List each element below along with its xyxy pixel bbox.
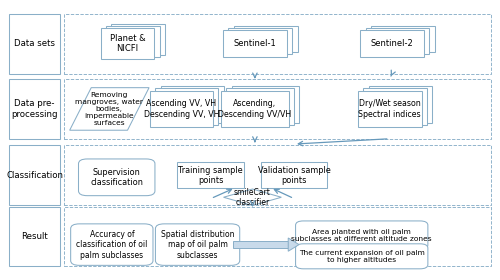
- FancyBboxPatch shape: [358, 91, 422, 127]
- Text: Sentinel-1: Sentinel-1: [234, 39, 276, 48]
- Text: Data sets: Data sets: [14, 39, 55, 48]
- FancyBboxPatch shape: [226, 88, 294, 125]
- FancyBboxPatch shape: [70, 224, 153, 265]
- Text: Dry/Wet season
Spectral indices: Dry/Wet season Spectral indices: [358, 99, 421, 119]
- Text: Removing
mangroves, water
bodies,
impermeable
surfaces: Removing mangroves, water bodies, imperm…: [76, 92, 144, 126]
- FancyBboxPatch shape: [64, 207, 491, 267]
- Text: Planet &
NICFI: Planet & NICFI: [110, 34, 146, 53]
- FancyBboxPatch shape: [112, 24, 165, 55]
- Polygon shape: [70, 88, 149, 130]
- Polygon shape: [224, 189, 282, 206]
- Text: Supervision
classification: Supervision classification: [90, 168, 143, 187]
- FancyBboxPatch shape: [156, 88, 218, 125]
- FancyBboxPatch shape: [360, 31, 424, 57]
- Polygon shape: [288, 238, 299, 251]
- FancyBboxPatch shape: [232, 86, 300, 123]
- Text: Spatial distribution
map of oil palm
subclasses: Spatial distribution map of oil palm sub…: [161, 230, 234, 260]
- FancyBboxPatch shape: [221, 91, 288, 127]
- FancyBboxPatch shape: [363, 88, 427, 125]
- Text: Result: Result: [22, 232, 48, 241]
- FancyBboxPatch shape: [366, 28, 430, 54]
- Text: Accuracy of
classification of oil
palm subclasses: Accuracy of classification of oil palm s…: [76, 230, 148, 260]
- FancyBboxPatch shape: [9, 14, 60, 74]
- FancyBboxPatch shape: [368, 86, 432, 123]
- FancyBboxPatch shape: [228, 28, 292, 54]
- Polygon shape: [233, 241, 288, 248]
- FancyBboxPatch shape: [296, 221, 428, 249]
- FancyBboxPatch shape: [156, 224, 240, 265]
- FancyBboxPatch shape: [9, 145, 60, 205]
- Text: Validation sample
points: Validation sample points: [258, 166, 330, 185]
- Text: Classification: Classification: [6, 171, 63, 180]
- Text: Ascending,
Descending VV/VH: Ascending, Descending VV/VH: [218, 99, 292, 119]
- FancyBboxPatch shape: [64, 14, 491, 74]
- FancyBboxPatch shape: [106, 26, 160, 57]
- FancyBboxPatch shape: [178, 162, 244, 188]
- FancyBboxPatch shape: [223, 31, 287, 57]
- FancyBboxPatch shape: [150, 91, 213, 127]
- Text: Ascending VV, VH
Descending VV, VH: Ascending VV, VH Descending VV, VH: [144, 99, 219, 119]
- Text: Data pre-
processing: Data pre- processing: [12, 99, 58, 118]
- FancyBboxPatch shape: [100, 28, 154, 59]
- FancyBboxPatch shape: [296, 244, 428, 269]
- FancyBboxPatch shape: [64, 79, 491, 139]
- FancyBboxPatch shape: [9, 79, 60, 139]
- FancyBboxPatch shape: [64, 145, 491, 205]
- FancyBboxPatch shape: [261, 162, 328, 188]
- Text: The current expansion of oil palm
to higher altitudes: The current expansion of oil palm to hig…: [299, 250, 424, 263]
- FancyBboxPatch shape: [9, 207, 60, 267]
- FancyBboxPatch shape: [78, 159, 155, 196]
- FancyBboxPatch shape: [161, 86, 224, 123]
- Text: Sentinel-2: Sentinel-2: [370, 39, 414, 48]
- Text: Training sample
points: Training sample points: [178, 166, 243, 185]
- Text: smileCart
classifier: smileCart classifier: [234, 188, 271, 207]
- Text: Area planted with oil palm
subclasses at different altitude zones: Area planted with oil palm subclasses at…: [292, 228, 432, 242]
- FancyBboxPatch shape: [371, 26, 434, 52]
- FancyBboxPatch shape: [234, 26, 298, 52]
